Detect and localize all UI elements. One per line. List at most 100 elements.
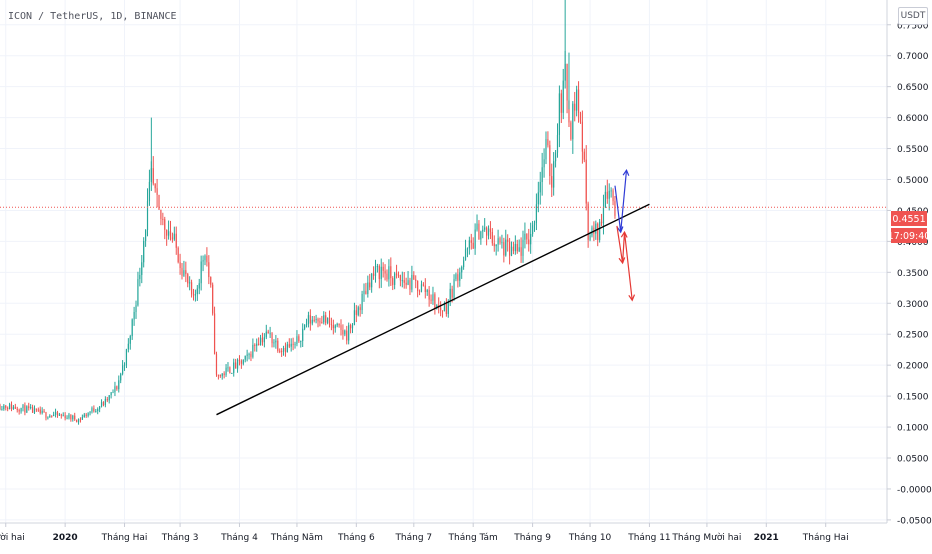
candle-body bbox=[570, 122, 572, 140]
candle-body bbox=[238, 359, 241, 361]
candle-body bbox=[166, 229, 168, 236]
candle-body bbox=[346, 330, 348, 341]
candle-body bbox=[451, 288, 453, 298]
y-tick-label: -0.0000 bbox=[897, 485, 932, 495]
candle-body bbox=[474, 229, 476, 249]
candle-body bbox=[549, 145, 551, 177]
candle-body bbox=[468, 240, 470, 249]
candle-body bbox=[560, 93, 562, 113]
candle-body bbox=[5, 405, 7, 408]
countdown-label: 17:09:40 bbox=[888, 231, 931, 242]
candle-body bbox=[424, 285, 426, 293]
x-tick-label: Tháng 6 bbox=[337, 533, 375, 543]
candle-body bbox=[606, 191, 608, 199]
candle-body bbox=[330, 324, 333, 326]
candle-body bbox=[74, 415, 76, 420]
candle-body bbox=[326, 317, 329, 323]
candle-body bbox=[495, 244, 497, 247]
candle-body bbox=[259, 337, 262, 345]
y-tick-label: 0.7000 bbox=[897, 52, 929, 62]
currency-button[interactable]: USDT bbox=[898, 7, 928, 25]
candle-body bbox=[49, 415, 51, 418]
candle-body bbox=[106, 399, 108, 401]
candle-body bbox=[125, 349, 128, 365]
candle-body bbox=[317, 318, 319, 322]
candle-body bbox=[392, 278, 394, 285]
candle-body bbox=[340, 325, 342, 330]
candle-body bbox=[60, 414, 62, 416]
candle-body bbox=[196, 288, 198, 295]
candle-body bbox=[252, 344, 254, 357]
candle-body bbox=[290, 343, 292, 347]
candle-body bbox=[430, 299, 432, 301]
candle-body bbox=[81, 417, 83, 420]
candle-body bbox=[353, 310, 356, 326]
x-tick-label: Tháng 4 bbox=[220, 533, 258, 543]
candle-body bbox=[334, 325, 336, 329]
candle-body bbox=[181, 267, 183, 276]
candle-body bbox=[282, 347, 285, 352]
candle-body bbox=[413, 275, 415, 280]
candle-body bbox=[156, 188, 158, 195]
candle-body bbox=[472, 242, 474, 249]
candle-body bbox=[486, 227, 488, 236]
candle-body bbox=[148, 181, 151, 202]
y-tick-label: 0.6500 bbox=[897, 83, 929, 93]
y-tick-label: 0.5000 bbox=[897, 176, 929, 186]
candle-body bbox=[459, 272, 461, 281]
projection-up-arrow-arrowhead bbox=[616, 226, 624, 234]
candle-body bbox=[355, 310, 357, 315]
x-tick-label: Tháng Hai bbox=[802, 533, 849, 543]
candle-body bbox=[428, 290, 430, 300]
candle-body bbox=[51, 415, 53, 417]
candle-body bbox=[359, 307, 361, 311]
candle-body bbox=[240, 360, 242, 364]
candle-body bbox=[58, 414, 60, 416]
candle-body bbox=[407, 280, 409, 285]
candle-body bbox=[68, 414, 70, 418]
candle-body bbox=[248, 353, 250, 355]
candle-body bbox=[164, 219, 166, 230]
y-tick-label: -0.0500 bbox=[897, 516, 932, 526]
x-tick-label: Tháng 10 bbox=[568, 533, 612, 543]
candle-body bbox=[403, 280, 405, 283]
candle-body bbox=[114, 386, 116, 393]
candle-body bbox=[131, 319, 133, 337]
candle-body bbox=[543, 159, 545, 168]
candle-body bbox=[292, 343, 294, 345]
candle-body bbox=[300, 340, 302, 342]
candle-body bbox=[535, 204, 538, 224]
candle-body bbox=[200, 261, 202, 284]
candle-body bbox=[418, 291, 421, 293]
x-tick-label: 2021 bbox=[754, 533, 779, 543]
candle-body bbox=[434, 294, 436, 309]
candle-body bbox=[12, 406, 15, 410]
candle-body bbox=[315, 318, 317, 320]
candle-body bbox=[566, 63, 568, 101]
candle-body bbox=[440, 307, 442, 311]
y-tick-label: 0.1000 bbox=[897, 424, 929, 434]
candle-body bbox=[432, 294, 434, 301]
candle-body bbox=[123, 364, 126, 366]
candle-body bbox=[30, 407, 32, 409]
candle-body bbox=[336, 323, 338, 326]
candle-body bbox=[562, 80, 564, 113]
candle-body bbox=[254, 344, 256, 346]
candle-body bbox=[539, 182, 541, 193]
candle-body bbox=[357, 307, 359, 315]
candle-body bbox=[554, 152, 557, 162]
time-axis[interactable]: Mười hai 2020 Tháng Hai Tháng 3 Tháng 4 Tháng… bbox=[0, 523, 849, 543]
candle-body bbox=[250, 353, 252, 357]
candle-body bbox=[526, 233, 528, 240]
candle-body bbox=[612, 190, 614, 202]
candle-body bbox=[275, 340, 277, 343]
candle-body bbox=[597, 223, 599, 241]
candle-body bbox=[386, 273, 388, 280]
candle-body bbox=[37, 409, 39, 411]
candle-body bbox=[304, 325, 306, 329]
candle-body bbox=[269, 333, 271, 335]
candle-body bbox=[62, 415, 64, 417]
candle-body bbox=[587, 203, 589, 240]
